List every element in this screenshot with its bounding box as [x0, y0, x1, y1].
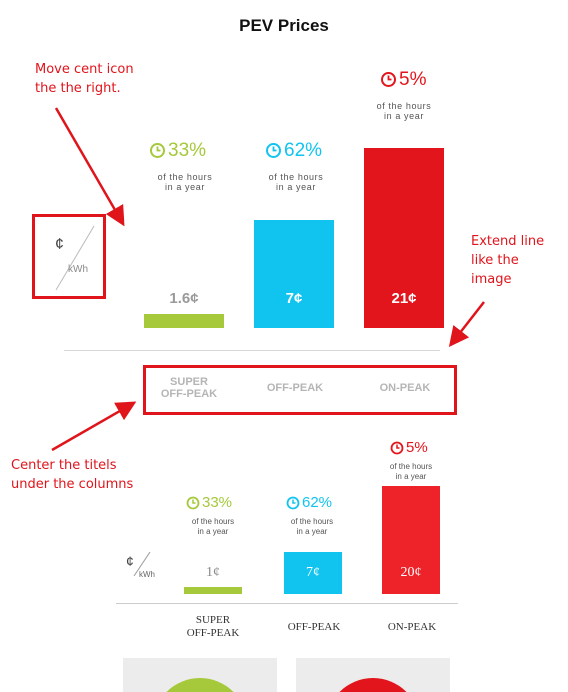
bar-super-off-peak [144, 314, 224, 328]
value-label-on-peak: 21¢ [391, 290, 417, 307]
column-label-super-off-peak: SUPER OFF-PEAK [160, 376, 218, 400]
cent-symbol: ¢ [55, 236, 64, 253]
column-label-on-peak: ON-PEAK [379, 382, 431, 394]
hours-subtext: of the hours in a year [290, 517, 334, 536]
value-label-on-peak: 20¢ [400, 565, 422, 580]
page-title: PEV Prices [239, 16, 329, 35]
kwh-unit: kWh [139, 570, 155, 579]
annotation-extend-line: Extend line like the image [471, 234, 545, 287]
clock-icon [390, 441, 404, 455]
hours-subtext: of the hours in a year [191, 517, 235, 536]
annotation-box-cent-icon [32, 214, 106, 299]
value-label-super-off-peak: 1.6¢ [169, 290, 199, 307]
clock-icon [186, 496, 200, 510]
clock-icon [266, 143, 281, 158]
value-label-off-peak: 7¢ [306, 565, 320, 580]
clock-icon [150, 143, 165, 158]
arrow-to-titles [51, 401, 137, 452]
bar-off-peak [284, 552, 342, 594]
clock-icon [381, 72, 396, 87]
column-label-super-off-peak: SUPER OFF-PEAK [186, 614, 240, 639]
clock-icon [286, 496, 300, 510]
bar-off-peak [254, 220, 334, 328]
percent-off-peak: 62% [286, 494, 332, 511]
arrow-to-cent-icon [54, 107, 125, 227]
unit-slash [55, 225, 95, 291]
column-label-off-peak: OFF-PEAK [287, 621, 341, 633]
percent-on-peak: 5% [390, 439, 428, 456]
circle-graphic [153, 678, 247, 692]
bar-on-peak [364, 148, 444, 328]
value-label-off-peak: 7¢ [285, 290, 303, 307]
card-super-off-peak [123, 658, 277, 692]
hours-subtext: of the hours in a year [389, 462, 433, 481]
kwh-unit: kWh [68, 264, 88, 275]
annotation-center-titles: Center the titels under the columns [11, 458, 134, 492]
divider-line [116, 603, 458, 604]
annotation-box-titles [143, 365, 457, 415]
value-label-super-off-peak: 1¢ [206, 565, 220, 580]
hours-subtext: of the hours in a year [268, 172, 324, 192]
bar-on-peak [382, 486, 440, 594]
unit-slash [133, 551, 151, 577]
hours-subtext: of the hours in a year [376, 101, 432, 121]
percent-super-off-peak: 33% [149, 140, 206, 162]
percent-super-off-peak: 33% [186, 494, 232, 511]
bar-super-off-peak [184, 587, 242, 594]
column-label-off-peak: OFF-PEAK [266, 382, 324, 394]
percent-on-peak: 5% [380, 69, 426, 91]
column-label-on-peak: ON-PEAK [387, 621, 437, 633]
hours-subtext: of the hours in a year [157, 172, 213, 192]
divider-line [64, 350, 440, 351]
arrow-to-line [448, 301, 485, 347]
card-on-peak [296, 658, 450, 692]
cent-symbol: ¢ [126, 553, 134, 569]
annotation-move-cent: Move cent icon the the right. [35, 62, 134, 96]
percent-off-peak: 62% [265, 140, 322, 162]
circle-graphic [326, 678, 420, 692]
